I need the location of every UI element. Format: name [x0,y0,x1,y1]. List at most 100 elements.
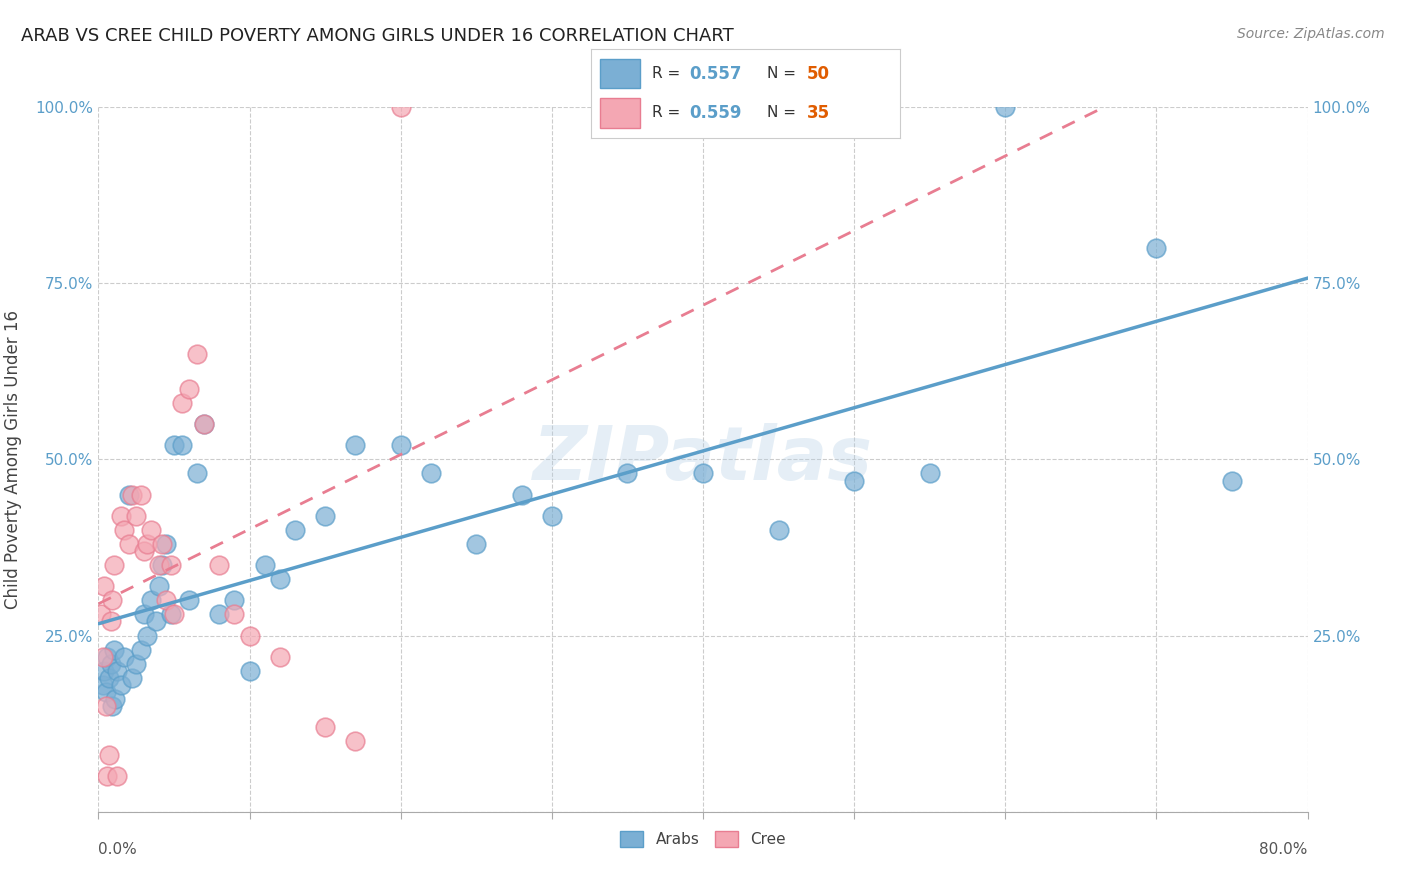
Text: 0.557: 0.557 [689,64,742,83]
Point [125,657,148,671]
Point [141,593,163,607]
Point [844,474,866,488]
Bar [600,98,640,128]
Text: Source: ZipAtlas.com: Source: ZipAtlas.com [1237,27,1385,41]
Point [193,417,215,431]
Y-axis label: Child Poverty Among Girls Under 16: Child Poverty Among Girls Under 16 [4,310,21,609]
Point [103,558,125,573]
Text: ARAB VS CREE CHILD POVERTY AMONG GIRLS UNDER 16 CORRELATION CHART: ARAB VS CREE CHILD POVERTY AMONG GIRLS U… [21,27,734,45]
Text: 0.559: 0.559 [689,103,742,122]
Point [465,537,488,551]
Point [132,607,155,622]
Point [269,572,291,586]
Point [208,558,231,573]
Point [224,607,246,622]
Point [1220,474,1243,488]
Text: 35: 35 [807,103,830,122]
Point [269,649,291,664]
Point [540,508,562,523]
Point [93,579,115,593]
Point [90,607,112,622]
Point [125,508,148,523]
Point [155,537,177,551]
Point [160,607,183,622]
Point [96,769,118,784]
Point [105,769,128,784]
Point [160,558,183,573]
Point [239,628,262,642]
Point [91,649,114,664]
Text: ZIPatlas: ZIPatlas [533,423,873,496]
Point [314,720,336,734]
Point [93,664,115,678]
Point [112,649,135,664]
Point [389,438,412,452]
Point [314,508,336,523]
Point [135,537,157,551]
Point [141,523,163,537]
Point [129,487,152,501]
Point [150,537,173,551]
Text: 50: 50 [807,64,830,83]
Point [253,558,276,573]
Point [692,467,714,481]
Point [155,593,177,607]
Point [163,607,186,622]
Point [616,467,638,481]
Point [100,657,122,671]
Point [239,664,262,678]
Point [110,678,132,692]
Point [94,699,117,714]
Point [101,593,124,607]
Point [1144,241,1167,255]
Point [129,642,152,657]
Point [98,748,121,763]
Text: 0.0%: 0.0% [98,842,138,857]
Point [163,438,186,452]
Point [103,642,125,657]
Text: R =: R = [652,66,686,81]
Text: 80.0%: 80.0% [1260,842,1308,857]
Point [94,685,117,699]
Point [110,508,132,523]
Point [118,537,141,551]
Point [98,671,121,685]
Point [420,467,443,481]
Point [121,487,143,501]
Point [100,615,122,629]
Point [284,523,307,537]
Point [179,593,201,607]
Point [105,664,128,678]
Point [91,678,114,692]
Point [96,649,118,664]
Point [145,615,167,629]
Point [135,628,157,642]
Text: N =: N = [766,66,800,81]
Point [121,671,143,685]
Point [224,593,246,607]
Point [179,382,201,396]
Point [208,607,231,622]
Point [170,438,193,452]
Point [150,558,173,573]
Bar [600,59,640,88]
Point [104,692,127,706]
Point [918,467,941,481]
Text: R =: R = [652,105,686,120]
Point [193,417,215,431]
Point [344,438,367,452]
Point [148,558,170,573]
Point [510,487,533,501]
Text: N =: N = [766,105,800,120]
Point [994,100,1017,114]
Point [186,346,208,360]
Point [186,467,208,481]
Point [101,699,124,714]
Legend: Arabs, Cree: Arabs, Cree [614,825,792,854]
Point [768,523,790,537]
Point [170,396,193,410]
Point [118,487,141,501]
Point [389,100,412,114]
Point [344,734,367,748]
Point [148,579,170,593]
